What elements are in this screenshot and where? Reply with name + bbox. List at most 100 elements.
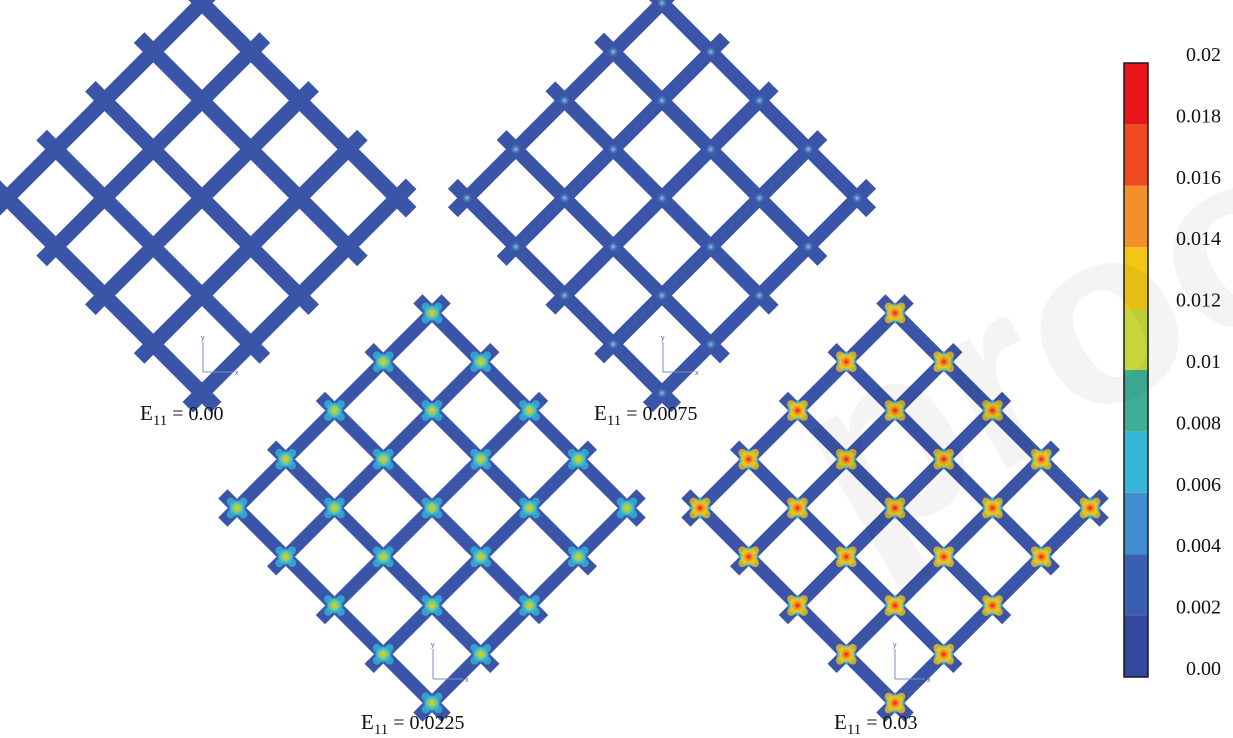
strain-hotspot-arm [884, 302, 893, 311]
strain-hotspot [704, 338, 717, 351]
strain-hotspot-arm [897, 400, 906, 409]
colorbar-segment [1124, 431, 1148, 493]
strain-hotspot-arm [434, 692, 443, 701]
strain-hotspot-arm [483, 461, 492, 470]
strain-hotspot-arm [994, 400, 1003, 409]
strain-hotspot-arm [336, 412, 345, 421]
strain-hotspot-arm [385, 364, 394, 373]
strain-hotspot-arm [531, 497, 540, 506]
strain-hotspot-arm [324, 595, 333, 604]
strain-hotspot-arm [751, 559, 760, 568]
strain-hotspot-arm [519, 412, 528, 421]
strain-hotspot [607, 143, 620, 156]
strain-hotspot [656, 94, 668, 107]
strain-hotspot-arm [897, 705, 906, 714]
strain-hotspot [704, 240, 717, 253]
strain-hotspot-arm [787, 607, 796, 616]
strain-hotspot-arm [629, 497, 638, 506]
lattice-bar [0, 0, 216, 216]
strain-hotspot-arm [799, 412, 808, 421]
strain-hotspot [656, 0, 668, 9]
strain-hotspot-arm [226, 497, 235, 506]
strain-hotspot-arm [946, 546, 955, 555]
strain-hotspot-arm [835, 364, 844, 373]
strain-hotspot-arm [787, 595, 796, 604]
strain-hotspot-arm [933, 656, 942, 665]
strain-hotspot-arm [531, 595, 540, 604]
strain-hotspot-arm [336, 607, 345, 616]
strain-hotspot-arm [799, 595, 808, 604]
strain-hotspot-arm [421, 315, 430, 324]
strain-hotspot [607, 338, 620, 351]
strain-hotspot-arm [835, 351, 844, 360]
strain-hotspot-arm [1030, 461, 1039, 470]
strain-hotspot-arm [1043, 461, 1052, 470]
strain-hotspot-arm [421, 412, 430, 421]
strain-hotspot-arm [580, 559, 589, 568]
strain-hotspot [753, 289, 766, 302]
strain-hotspot-arm [385, 461, 394, 470]
lattice-panel-4: xy [681, 294, 1109, 722]
strain-hotspot-arm [897, 412, 906, 421]
strain-hotspot [509, 143, 522, 156]
colorbar-tick-label: 0.012 [1176, 290, 1221, 312]
strain-hotspot-arm [434, 302, 443, 311]
strain-hotspot-arm [946, 559, 955, 568]
strain-hotspot-arm [288, 559, 297, 568]
strain-hotspot-arm [994, 412, 1003, 421]
strain-hotspot-arm [434, 497, 443, 506]
strain-hotspot-arm [994, 607, 1003, 616]
strain-hotspot-arm [616, 497, 625, 506]
strain-hotspot-arm [933, 546, 942, 555]
colorbar-tick-label: 0.018 [1176, 105, 1221, 127]
strain-hotspot-arm [519, 400, 528, 409]
strain-hotspot-arm [470, 448, 479, 457]
colorbar-tick-label: 0.014 [1176, 228, 1221, 250]
strain-hotspot-arm [897, 302, 906, 311]
strain-hotspot-arm [933, 364, 942, 373]
strain-hotspot-arm [275, 461, 284, 470]
strain-hotspot-arm [372, 559, 381, 568]
strain-hotspot-arm [982, 510, 991, 519]
strain-hotspot-arm [1043, 559, 1052, 568]
strain-hotspot-arm [385, 546, 394, 555]
strain-hotspot-arm [933, 351, 942, 360]
strain-hotspot-arm [434, 595, 443, 604]
strain-hotspot-arm [884, 315, 893, 324]
strain-hotspot-arm [897, 607, 906, 616]
strain-hotspot-arm [239, 497, 248, 506]
strain-hotspot-arm [946, 461, 955, 470]
strain-hotspot-arm [884, 510, 893, 519]
colorbar-segment [1124, 308, 1148, 370]
strain-hotspot-arm [884, 497, 893, 506]
strain-hotspot-arm [1092, 510, 1101, 519]
lattice-panel-3: xy [218, 294, 646, 722]
strain-hotspot-arm [470, 461, 479, 470]
strain-hotspot-arm [848, 546, 857, 555]
colorbar-tick-label: 0.002 [1176, 597, 1221, 619]
lattice-bar [36, 32, 271, 267]
strain-hotspot-arm [884, 607, 893, 616]
strain-hotspot-arm [421, 510, 430, 519]
strain-hotspot-arm [738, 461, 747, 470]
strain-hotspot-arm [567, 448, 576, 457]
strain-hotspot-arm [835, 559, 844, 568]
strain-hotspot-arm [884, 400, 893, 409]
strain-hotspot-arm [580, 461, 589, 470]
strain-hotspot [509, 240, 522, 253]
strain-hotspot-arm [336, 400, 345, 409]
colorbar-tick-label: 0.004 [1176, 535, 1221, 557]
strain-hotspot-arm [372, 364, 381, 373]
strain-hotspot-arm [835, 546, 844, 555]
strain-hotspot-arm [372, 546, 381, 555]
colorbar-segment [1124, 247, 1148, 309]
colorbar-frame [1123, 62, 1149, 678]
strain-hotspot-arm [689, 510, 698, 519]
colorbar-tick-label: 0.02 [1186, 44, 1221, 66]
strain-hotspot-arm [835, 656, 844, 665]
strain-hotspot-arm [288, 448, 297, 457]
strain-hotspot [802, 143, 815, 156]
strain-hotspot-arm [421, 595, 430, 604]
strain-hotspot-arm [799, 497, 808, 506]
